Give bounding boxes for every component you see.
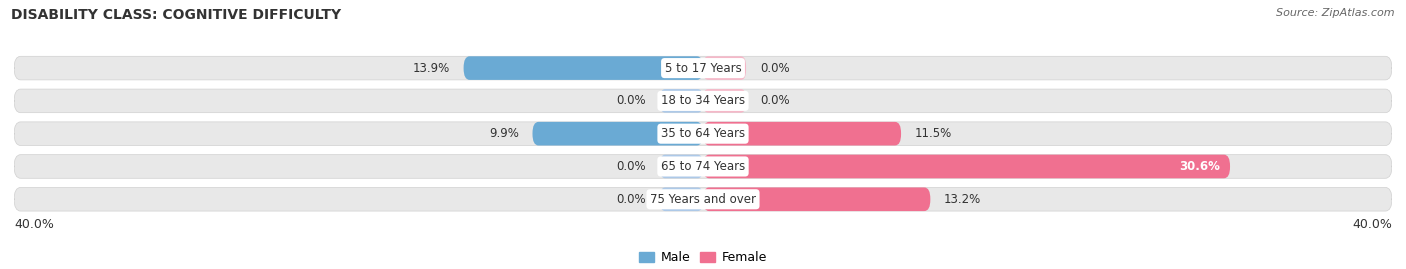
Text: 5 to 17 Years: 5 to 17 Years (665, 62, 741, 75)
FancyBboxPatch shape (659, 155, 703, 178)
FancyBboxPatch shape (14, 89, 1392, 113)
FancyBboxPatch shape (464, 56, 703, 80)
Text: 30.6%: 30.6% (1178, 160, 1219, 173)
Text: 35 to 64 Years: 35 to 64 Years (661, 127, 745, 140)
FancyBboxPatch shape (533, 122, 703, 146)
FancyBboxPatch shape (14, 187, 1392, 211)
FancyBboxPatch shape (703, 122, 901, 146)
Text: Source: ZipAtlas.com: Source: ZipAtlas.com (1277, 8, 1395, 18)
Text: 75 Years and over: 75 Years and over (650, 193, 756, 206)
FancyBboxPatch shape (14, 122, 1392, 146)
FancyBboxPatch shape (659, 187, 703, 211)
Text: DISABILITY CLASS: COGNITIVE DIFFICULTY: DISABILITY CLASS: COGNITIVE DIFFICULTY (11, 8, 342, 22)
Legend: Male, Female: Male, Female (634, 246, 772, 269)
Text: 18 to 34 Years: 18 to 34 Years (661, 94, 745, 107)
Text: 65 to 74 Years: 65 to 74 Years (661, 160, 745, 173)
FancyBboxPatch shape (703, 56, 747, 80)
FancyBboxPatch shape (659, 89, 703, 113)
FancyBboxPatch shape (14, 56, 1392, 80)
Text: 40.0%: 40.0% (1353, 218, 1392, 231)
Text: 40.0%: 40.0% (14, 218, 53, 231)
FancyBboxPatch shape (703, 187, 931, 211)
Text: 0.0%: 0.0% (759, 62, 789, 75)
Text: 0.0%: 0.0% (617, 193, 647, 206)
Text: 0.0%: 0.0% (617, 94, 647, 107)
Text: 11.5%: 11.5% (915, 127, 952, 140)
Text: 9.9%: 9.9% (489, 127, 519, 140)
Text: 13.9%: 13.9% (412, 62, 450, 75)
Text: 0.0%: 0.0% (617, 160, 647, 173)
FancyBboxPatch shape (703, 89, 747, 113)
FancyBboxPatch shape (703, 155, 1230, 178)
Text: 13.2%: 13.2% (945, 193, 981, 206)
FancyBboxPatch shape (14, 155, 1392, 178)
Text: 0.0%: 0.0% (759, 94, 789, 107)
